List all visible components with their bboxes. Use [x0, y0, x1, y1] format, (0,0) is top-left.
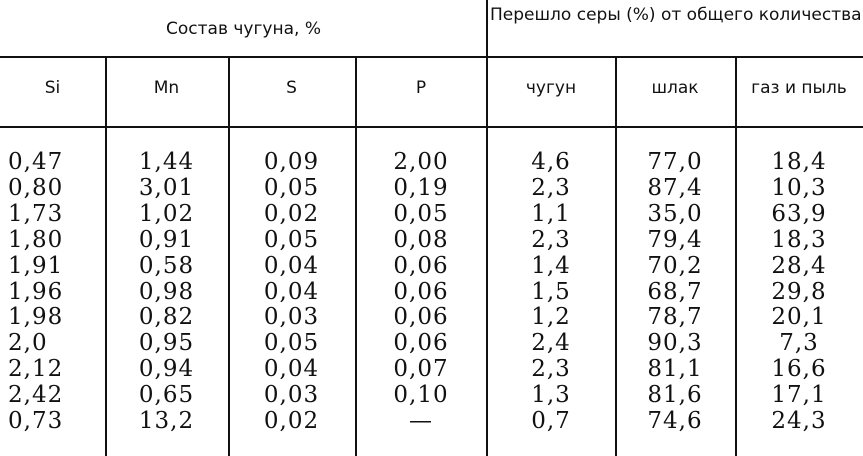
cell-value: 1,96 [8, 278, 64, 305]
cell-value: 2,12 [8, 356, 64, 383]
cell-value: 87,4 [647, 174, 703, 201]
rule [0, 126, 863, 128]
cell-value: 3,01 [138, 174, 195, 201]
cell-value: 2,42 [8, 382, 64, 409]
cell-value: 2,4 [531, 330, 571, 357]
cell-value: 0,06 [393, 252, 449, 279]
cell-value: 0,04 [263, 356, 320, 383]
cell-value: 0,98 [138, 278, 195, 305]
cell-value: 90,3 [647, 330, 703, 357]
column-header: S [286, 78, 297, 98]
cell-value: 0,10 [393, 382, 449, 409]
cell-value: 0,7 [531, 408, 571, 434]
cell-value: 0,47 [8, 149, 64, 175]
column-header: Si [44, 78, 61, 98]
cell-value: 0,06 [393, 278, 449, 305]
cell-value: 18,3 [771, 226, 827, 253]
cell-value: 20,1 [771, 304, 827, 331]
cell-value: 0,73 [8, 408, 64, 434]
rule [735, 58, 737, 456]
cell-value: 0,80 [8, 174, 64, 201]
cell-value: 1,98 [8, 304, 64, 331]
cell-value: 1,02 [138, 200, 195, 227]
cell-value: 1,91 [8, 252, 64, 279]
cell-value: 0,94 [138, 356, 195, 383]
cell-value: 0,03 [263, 382, 320, 409]
rule [486, 0, 488, 456]
cell-value: 1,73 [8, 200, 64, 227]
cell-value: 2,0 [8, 330, 48, 357]
cell-value: 79,4 [647, 226, 703, 253]
cell-value: 0,08 [393, 226, 449, 253]
cell-value: — [409, 408, 433, 434]
cell-value: 1,2 [531, 304, 571, 331]
cell-value: 2,3 [531, 356, 571, 383]
rule [0, 56, 863, 58]
cell-value: 0,06 [393, 304, 449, 331]
column-header: P [415, 78, 427, 98]
column-header: чугун [525, 78, 577, 98]
cell-value: 1,3 [531, 382, 571, 409]
cell-value: 0,05 [263, 226, 320, 253]
cell-value: 0,06 [393, 330, 449, 357]
cell-value: 78,7 [647, 304, 703, 331]
rule [615, 58, 617, 456]
cell-value: 0,05 [263, 330, 320, 357]
cell-value: 74,6 [647, 408, 703, 434]
cell-value: 77,0 [647, 149, 703, 175]
cell-value: 0,02 [263, 408, 320, 434]
cell-value: 70,2 [647, 252, 703, 279]
cell-value: 0,91 [138, 226, 195, 253]
cell-value: 17,1 [771, 382, 827, 409]
cell-value: 0,05 [393, 200, 449, 227]
cell-value: 28,4 [771, 252, 827, 279]
group-header: Состав чугуна, % [166, 19, 321, 39]
cell-value: 0,07 [393, 356, 449, 383]
cell-value: 10,3 [771, 174, 827, 201]
cell-value: 0,05 [263, 174, 320, 201]
cell-value: 13,2 [138, 408, 195, 434]
cell-value: 1,1 [531, 200, 571, 227]
cell-value: 35,0 [647, 200, 703, 227]
cell-value: 0,58 [138, 252, 195, 279]
cell-value: 0,82 [138, 304, 195, 331]
cell-value: 18,4 [771, 149, 827, 175]
cell-value: 29,8 [771, 278, 827, 305]
cell-value: 0,03 [263, 304, 320, 331]
cell-value: 0,02 [263, 200, 320, 227]
cell-value: 7,3 [779, 330, 819, 357]
cell-value: 1,44 [138, 149, 195, 175]
cell-value: 1,5 [531, 278, 571, 305]
column-header: газ и пыль [751, 78, 847, 98]
column-header: Mn [153, 78, 180, 98]
rule [228, 58, 230, 456]
rule [105, 58, 107, 456]
cell-value: 68,7 [647, 278, 703, 305]
cell-value: 0,65 [138, 382, 195, 409]
column-header: шлак [651, 78, 699, 98]
cell-value: 4,6 [531, 149, 571, 175]
cell-value: 2,00 [393, 149, 449, 175]
cell-value: 2,3 [531, 174, 571, 201]
group-header: Перешло серы (%) от общего количества в [490, 5, 863, 25]
cell-value: 0,09 [263, 149, 320, 175]
cell-value: 81,1 [647, 356, 703, 383]
cell-value: 0,19 [393, 174, 449, 201]
cell-value: 81,6 [647, 382, 703, 409]
cell-value: 1,80 [8, 226, 64, 253]
cell-value: 0,04 [263, 278, 320, 305]
cell-value: 2,3 [531, 226, 571, 253]
cell-value: 63,9 [771, 200, 827, 227]
cell-value: 16,6 [771, 356, 827, 383]
cell-value: 24,3 [771, 408, 827, 434]
cell-value: 0,04 [263, 252, 320, 279]
cell-value: 1,4 [531, 252, 571, 279]
cell-value: 0,95 [138, 330, 195, 357]
rule [355, 58, 357, 456]
